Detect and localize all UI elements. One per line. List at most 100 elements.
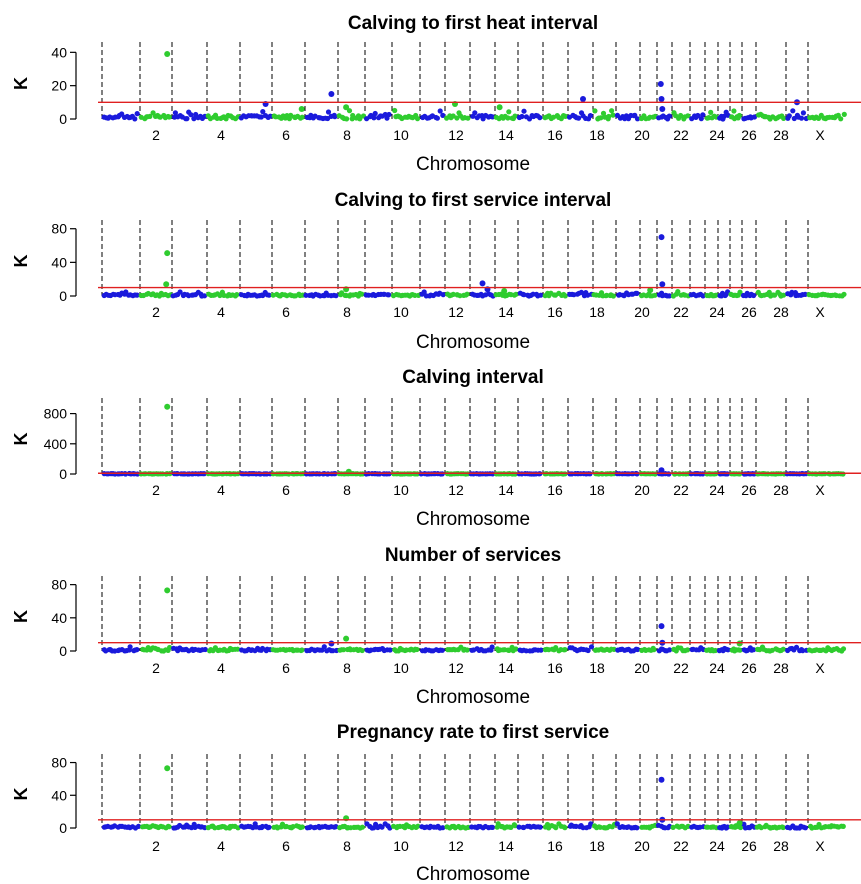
snp-point [840, 471, 846, 477]
x-tick-label: X [815, 304, 825, 320]
snp-point [357, 116, 363, 122]
x-tick-label: 2 [152, 304, 160, 320]
snp-point [350, 112, 356, 119]
x-tick-label: 26 [741, 127, 757, 143]
x-tick-label: 6 [282, 838, 290, 854]
snp-point [737, 289, 743, 295]
x-tick-label: 20 [634, 660, 650, 676]
x-tick-label: 28 [773, 482, 789, 498]
x-tick-label: 24 [709, 482, 725, 498]
snp-point [134, 647, 140, 653]
snp-point [386, 111, 392, 118]
snp-point [841, 111, 847, 117]
x-tick-label: 14 [498, 838, 514, 854]
x-tick-label: 4 [217, 838, 225, 854]
x-axis-label: Chromosome [416, 687, 530, 708]
snp-point [489, 824, 496, 831]
snp-point [786, 113, 792, 119]
y-tick-label: 0 [59, 288, 67, 304]
x-tick-label: 14 [498, 304, 514, 320]
x-tick-label: 16 [547, 660, 563, 676]
snp-point [800, 648, 806, 654]
y-tick-label: 80 [51, 221, 67, 237]
y-tick-label: 0 [59, 111, 67, 127]
y-tick-label: 0 [59, 820, 67, 836]
y-tick-label: 0 [59, 643, 67, 659]
snp-point [587, 113, 594, 119]
x-tick-label: 24 [709, 304, 725, 320]
peak-point [164, 403, 171, 410]
panel-title: Calving to first heat interval [348, 13, 598, 34]
x-tick-label: 16 [547, 304, 563, 320]
x-tick-label: 28 [773, 660, 789, 676]
snp-point [634, 290, 640, 296]
snp-point [333, 293, 339, 299]
x-axis-label: Chromosome [416, 154, 530, 175]
peak-point [658, 623, 665, 630]
peak-point [328, 91, 335, 97]
snp-point [666, 293, 673, 299]
snp-point [576, 115, 582, 121]
x-tick-label: 10 [393, 838, 409, 854]
snp-point [512, 823, 518, 829]
x-tick-label: 12 [448, 304, 464, 320]
x-tick-label: 8 [343, 482, 351, 498]
snp-point [562, 113, 569, 119]
x-tick-label: 24 [709, 127, 725, 143]
x-tick-label: 18 [589, 127, 605, 143]
peak-point [736, 820, 743, 827]
snp-point [538, 292, 544, 298]
peak-point [343, 635, 350, 642]
snp-point [214, 115, 220, 121]
peak-point [659, 281, 666, 288]
snp-point [359, 647, 365, 654]
snp-point [790, 108, 796, 114]
snp-point [562, 647, 568, 653]
y-axis-label: K [11, 77, 31, 90]
snp-point [738, 824, 744, 831]
snp-point [392, 107, 398, 114]
snp-point [609, 108, 615, 114]
snp-point [736, 112, 743, 119]
snp-point [592, 108, 598, 114]
x-tick-label: 18 [589, 304, 605, 320]
snp-point [670, 824, 676, 831]
snp-point [651, 647, 657, 653]
snp-point [386, 292, 392, 298]
y-tick-label: 40 [51, 787, 67, 803]
snp-point [372, 110, 378, 117]
x-tick-label: 8 [343, 838, 351, 854]
peak-point [736, 640, 743, 647]
x-tick-label: 26 [741, 838, 757, 854]
snp-point [802, 825, 809, 831]
x-tick-label: 28 [773, 304, 789, 320]
snp-point [780, 824, 786, 831]
snp-point [127, 644, 133, 650]
snp-point [521, 108, 527, 114]
snp-point [614, 821, 620, 827]
snp-point [838, 116, 844, 122]
y-tick-label: 0 [59, 466, 67, 482]
x-tick-label: 16 [547, 482, 563, 498]
peak-point [658, 234, 665, 241]
snp-point [267, 113, 273, 119]
snp-point [553, 825, 559, 831]
y-tick-label: 40 [51, 610, 67, 626]
snp-point [793, 644, 800, 650]
snp-point [440, 112, 446, 118]
y-axis-label: K [11, 433, 31, 446]
peak-point [328, 640, 335, 647]
snp-point [303, 292, 309, 298]
snp-point [751, 647, 757, 653]
snp-point [781, 115, 787, 121]
snp-point [465, 115, 471, 121]
x-tick-label: 4 [217, 482, 225, 498]
snp-point [172, 110, 178, 116]
x-tick-label: 10 [393, 660, 409, 676]
snp-points [101, 644, 847, 654]
snp-point [516, 824, 522, 830]
snp-point [421, 289, 427, 295]
x-tick-label: 6 [282, 127, 290, 143]
peak-point [298, 106, 305, 112]
